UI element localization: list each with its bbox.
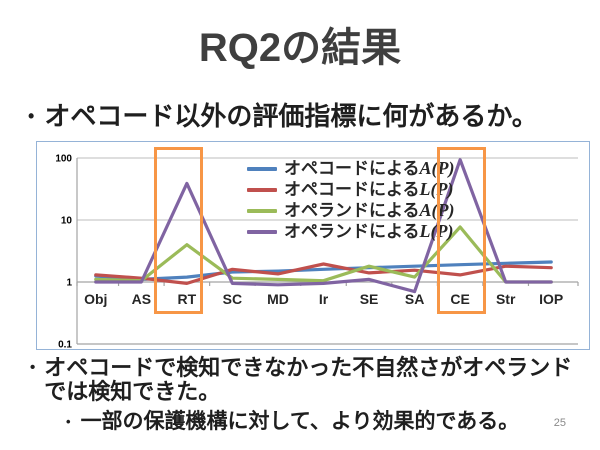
x-category-label: Obj: [84, 291, 107, 307]
series-line-0: [94, 260, 553, 281]
x-category-label: RT: [178, 291, 197, 307]
x-category-label: SA: [405, 291, 424, 307]
series-line-1: [94, 262, 553, 285]
legend-label: オペコードによるA(P): [284, 158, 455, 178]
y-tick-label: 10: [61, 216, 73, 227]
x-category-label: MD: [267, 291, 289, 307]
bullet-question: • オペコード以外の評価指標に何があるか。: [28, 100, 588, 132]
bullet-icon: •: [28, 106, 35, 126]
legend-line-swatch: [247, 166, 277, 171]
x-category-label: SE: [360, 291, 379, 307]
sub-bullet-text: 一部の保護機構に対して、より効果的である。: [80, 410, 520, 433]
legend-line-swatch: [247, 187, 277, 192]
chart-legend: オペコードによるA(P) オペコードによるL(P) オペランドによるA(P) オペラン…: [247, 158, 455, 241]
x-category-label: Ir: [319, 291, 329, 307]
legend-item: オペランドによるA(P): [247, 200, 455, 220]
legend-line-swatch: [247, 229, 277, 234]
bullet-question-text: オペコード以外の評価指標に何があるか。: [44, 101, 538, 131]
x-category-label: SC: [223, 291, 242, 307]
slide-title: RQ2の結果: [198, 26, 402, 70]
bullet-finding: • オペコードで検知できなかった不自然さがオペランドでは検知できた。: [30, 356, 586, 404]
y-tick-label: 0.1: [58, 340, 72, 349]
y-tick-label: 100: [55, 154, 72, 165]
highlight-box-ce: [437, 147, 486, 314]
highlight-box-rt: [154, 147, 203, 314]
legend-item: オペコードによるL(P): [247, 179, 455, 199]
legend-label: オペランドによるL(P): [284, 221, 454, 241]
legend-label: オペコードによるL(P): [284, 179, 454, 199]
bullet-icon: •: [30, 359, 36, 376]
series-line-2: [94, 225, 553, 284]
y-tick-label: 1: [66, 278, 72, 289]
legend-item: オペコードによるA(P): [247, 158, 455, 178]
x-category-label: CE: [450, 291, 469, 307]
metrics-line-chart: 100 10 1 0.1 Obj AS RT SC MD Ir SE SA CE Str IOP オペコード…: [36, 141, 590, 350]
x-category-label: Str: [496, 291, 516, 307]
page-number: 25: [553, 417, 566, 429]
series-line-3: [94, 158, 553, 294]
x-category-label: IOP: [539, 291, 563, 307]
legend-label: オペランドによるA(P): [284, 200, 455, 220]
chart-canvas: 100 10 1 0.1 Obj AS RT SC MD Ir SE SA CE Str IOP: [55, 154, 579, 349]
legend-item: オペランドによるL(P): [247, 221, 455, 241]
x-category-label: AS: [132, 291, 151, 307]
bullet-finding-text: オペコードで検知できなかった不自然さがオペランドでは検知できた。: [44, 355, 573, 404]
bullet-icon: •: [66, 414, 71, 429]
sub-bullet-effectiveness: • 一部の保護機構に対して、より効果的である。: [66, 410, 586, 434]
legend-line-swatch: [247, 208, 277, 213]
